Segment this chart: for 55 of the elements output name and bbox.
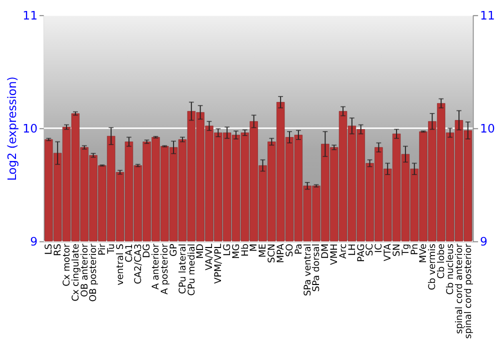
x-tick-label: VA/VL [204, 242, 216, 270]
x-tick-label: Pir [97, 243, 108, 256]
x-tick-label: IC [374, 244, 385, 253]
x-tick-label: VPM/VPL [213, 242, 224, 284]
x-tick-label: OB anterior [79, 244, 90, 297]
x-tick-label: Cb lobe [436, 243, 448, 279]
x-tick-label: DM [320, 244, 332, 259]
x-tick-label: MD [195, 244, 206, 259]
x-tick-label: Cb vermis [427, 244, 438, 290]
x-tick-label: SN [391, 244, 402, 256]
x-tick-label: VMH [329, 244, 340, 265]
x-tick-label: ventral S [114, 244, 126, 286]
x-tick-label: spinal cord anterior [454, 243, 465, 334]
x-tick-label: LG [222, 244, 233, 256]
x-tick-label: Cb nucleus [444, 244, 456, 295]
x-tick-label: DG [142, 244, 153, 258]
x-tick-label: LS [44, 244, 55, 255]
y-tick-label: 9 [30, 234, 38, 249]
x-tick-label: RS [52, 244, 64, 256]
y-tick-label: 11 [22, 8, 38, 23]
x-tick-label: Tu [106, 244, 118, 255]
x-tick-label: GP [168, 243, 180, 256]
x-tick-label: CA2/CA3 [132, 244, 144, 284]
y-tick-label: 10 [22, 122, 38, 136]
x-tick-label: PAG [356, 244, 367, 262]
x-tick-label: Pn [409, 244, 420, 255]
x-tick-label: CA1 [124, 244, 135, 262]
x-tick-label: CPu lateral [177, 244, 188, 294]
x-tick-label: VTA [382, 243, 394, 262]
x-tick-label: MVe [418, 243, 430, 263]
x-tick-label: SPa ventral [302, 244, 314, 296]
x-tick-label: spinal cord posterior [462, 244, 474, 339]
x-tick-label: SC [364, 244, 376, 256]
x-tick-label: CPu medial [186, 244, 198, 296]
x-tick-label: A posterior [160, 244, 171, 294]
x-tick-label: M [248, 244, 260, 252]
x-tick-label: Pa [293, 244, 304, 255]
x-tick-label: Tg [400, 244, 412, 256]
y2-tick-label: 10 [480, 122, 495, 136]
x-tick-label: Hb [240, 244, 251, 257]
x-tick-label: MPA [276, 243, 287, 263]
x-tick-label: SO [284, 244, 296, 257]
x-tick-label: LH [346, 244, 358, 256]
x-tick-label: Arc [338, 244, 349, 259]
x-tick-label: SCN [266, 244, 278, 263]
x-tick-label: Cx cingulate [70, 243, 82, 302]
x-tick-label: MG [230, 244, 242, 259]
x-tick-label: Cx motor [61, 244, 72, 286]
x-tick-label: A anterior [150, 243, 162, 290]
y2-tick-label: 11 [480, 8, 495, 23]
x-tick-label: ME [258, 244, 269, 258]
y-axis-title: Log2 (expression) [4, 76, 19, 181]
x-tick-label: OB posterior [88, 244, 100, 302]
y2-tick-label: 9 [480, 234, 488, 249]
x-tick-label: SPa dorsal [311, 244, 322, 292]
